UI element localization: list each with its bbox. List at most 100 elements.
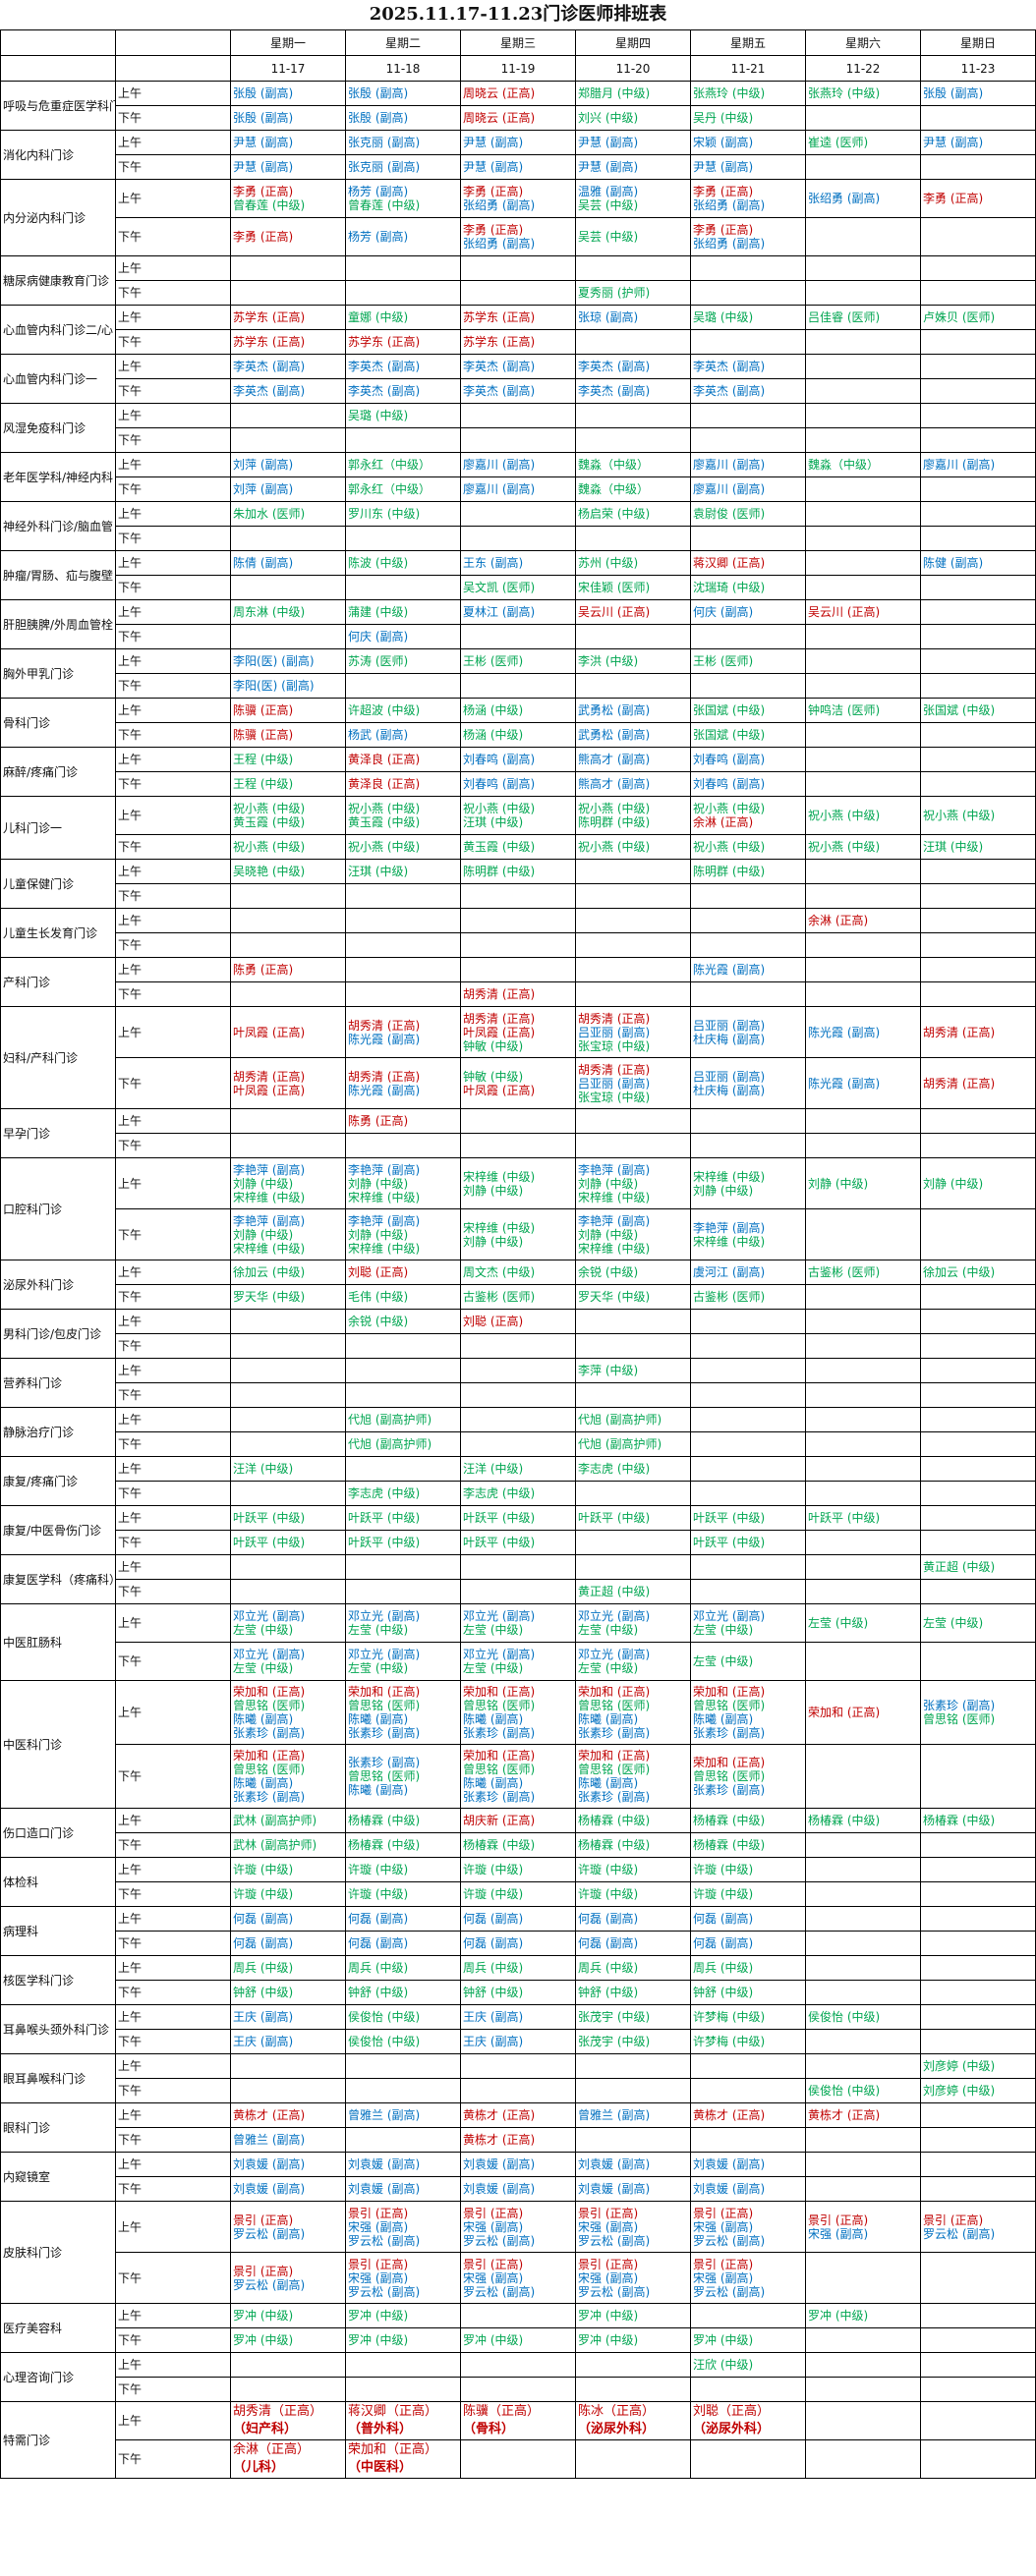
schedule-cell (230, 403, 346, 428)
schedule-cell (575, 859, 691, 884)
doctor-entry: 张素珍 (副高) (233, 1790, 306, 1804)
doctor-entry: 李英杰 (副高) (578, 360, 651, 373)
schedule-cell (690, 255, 806, 281)
department-name: 病理科 (0, 1906, 116, 1956)
schedule-cell (460, 1554, 576, 1580)
schedule-cell (345, 2352, 461, 2378)
department-name: 妇科/产科门诊 (0, 1006, 116, 1109)
doctor-entry: 刘静 (中级) (923, 1176, 984, 1191)
doctor-entry: 吴璐 (中级) (693, 310, 754, 324)
schedule-cell (345, 2053, 461, 2079)
schedule-cell (805, 1931, 921, 1956)
schedule-cell (230, 526, 346, 551)
schedule-cell: 李英杰 (副高) (575, 354, 691, 379)
schedule-cell: 张殷 (副高) (920, 81, 1036, 106)
afternoon-label: 下午 (115, 1133, 231, 1158)
schedule-cell (920, 1108, 1036, 1134)
schedule-cell (920, 1579, 1036, 1604)
schedule-cell (920, 2401, 1036, 2440)
schedule-cell (920, 2029, 1036, 2054)
schedule-cell: 罗冲 (中级) (690, 2327, 806, 2353)
department-name: 医疗美容科 (0, 2303, 116, 2353)
schedule-row: 下午 李志虎 (中级) 李志虎 (中级) (1, 1481, 1036, 1506)
morning-label: 上午 (115, 1906, 231, 1932)
schedule-cell (805, 771, 921, 797)
morning-label: 上午 (115, 1260, 231, 1285)
schedule-cell (920, 1358, 1036, 1383)
doctor-entry: 余淋 (正高) (808, 914, 869, 927)
doctor-entry: 王庆 (副高) (463, 2010, 524, 2024)
doctor-entry: 苏涛 (医师) (348, 654, 409, 668)
schedule-cell: 许璇 (中级) (230, 1881, 346, 1907)
schedule-cell: 景引 (正高) 宋强 (副高) 罗云松 (副高) (575, 2252, 691, 2304)
schedule-cell: 杨椿霖 (中级) (345, 1832, 461, 1858)
specialty-label: （泌尿外科） (578, 2422, 656, 2436)
doctor-entry: 刘静 (中级) (348, 1227, 409, 1242)
schedule-cell: 熊高才 (副高) (575, 747, 691, 772)
schedule-cell (575, 981, 691, 1007)
schedule-cell: 周兵 (中级) (230, 1955, 346, 1981)
doctor-entry: 宋梓维 (中级) (233, 1190, 306, 1204)
schedule-row: 伤口造口门诊 上午 武林 (副高护师) 杨椿霖 (中级) 胡庆新 (正高) 杨椿霖 (中级… (0, 1808, 1036, 1858)
schedule-cell (345, 526, 461, 551)
schedule-cell: 刘静 (中级) (920, 1157, 1036, 1209)
doctor-entry: 陈冰（正高） (578, 2404, 656, 2419)
schedule-cell: 吴文凯 (医师) (460, 575, 576, 600)
schedule-cell: 许璇 (中级) (460, 1881, 576, 1907)
doctor-entry: 刘彦婷 (中级) (923, 2084, 996, 2098)
schedule-cell (920, 1881, 1036, 1907)
schedule-cell (460, 280, 576, 306)
schedule-cell: 钟舒 (中级) (575, 1980, 691, 2005)
schedule-cell (805, 2053, 921, 2079)
doctor-entry: 尹慧 (副高) (923, 136, 984, 149)
schedule-cell: 祝小燕 (中级) (805, 834, 921, 860)
schedule-cell: 刘聪 (正高) (345, 1260, 461, 1285)
doctor-entry: 吴璐 (中级) (348, 409, 409, 422)
doctor-entry: 胡秀清 (正高) (233, 1069, 306, 1084)
doctor-entry: 陈曦 (副高) (463, 1712, 524, 1726)
schedule-cell (230, 427, 346, 453)
doctor-entry: 余锐 (中级) (348, 1315, 409, 1328)
schedule-cell: 许璇 (中级) (230, 1857, 346, 1882)
schedule-cell (805, 1744, 921, 1809)
schedule-cell (920, 1431, 1036, 1457)
schedule-cell: 尹慧 (副高) (230, 154, 346, 180)
afternoon-label: 下午 (115, 1530, 231, 1555)
afternoon-label: 下午 (115, 526, 231, 551)
doctor-entry: 吴云川 (正高) (578, 605, 651, 619)
schedule-cell: 宋梓维 (中级) 刘静 (中级) (460, 1157, 576, 1209)
doctor-entry: 胡秀清 (正高) (923, 1076, 996, 1091)
doctor-entry: 杨椿霖 (中级) (578, 1838, 651, 1852)
doctor-entry: 陈光霞 (副高) (808, 1076, 881, 1091)
schedule-cell: 周兵 (中级) (690, 1955, 806, 1981)
doctor-entry: 黄正超 (中级) (578, 1585, 651, 1598)
schedule-row: 下午 钟舒 (中级) 钟舒 (中级) 钟舒 (中级) 钟舒 (中级) 钟舒 (中级) (1, 1980, 1036, 2005)
schedule-cell (690, 1309, 806, 1334)
schedule-cell: 邓立光 (副高) 左莹 (中级) (345, 1603, 461, 1643)
afternoon-label: 下午 (115, 2439, 231, 2479)
schedule-cell (920, 1208, 1036, 1260)
schedule-cell: 张国斌 (中级) (690, 722, 806, 748)
schedule-cell (690, 673, 806, 699)
afternoon-label: 下午 (115, 2176, 231, 2202)
department-name: 儿科门诊一 (0, 796, 116, 860)
schedule-cell (230, 1407, 346, 1432)
schedule-cell: 虞河江 (副高) (690, 1260, 806, 1285)
schedule-cell: 李艳萍 (副高) 刘静 (中级) 宋梓维 (中级) (230, 1208, 346, 1260)
morning-label: 上午 (115, 1456, 231, 1482)
schedule-cell (805, 255, 921, 281)
schedule-cell: 李艳萍 (副高) 宋梓维 (中级) (690, 1208, 806, 1260)
schedule-row: 下午 夏秀丽 (护师) (1, 280, 1036, 306)
doctor-entry: 钟舒 (中级) (578, 1986, 639, 1999)
doctor-entry: 祝小燕 (中级) (348, 840, 421, 854)
doctor-entry: 代旭 (副高护师) (348, 1413, 432, 1427)
schedule-row: 下午 何磊 (副高) 何磊 (副高) 何磊 (副高) 何磊 (副高) 何磊 (副高) (1, 1931, 1036, 1956)
page-title: 2025.11.17-11.23门诊医师排班表 (369, 4, 667, 25)
schedule-row: 下午 刘袁媛 (副高) 刘袁媛 (副高) 刘袁媛 (副高) 刘袁媛 (副高) 刘袁媛 (副… (1, 2176, 1036, 2202)
schedule-row: 下午 李勇 (正高) 杨芳 (副高) 李勇 (正高) 张绍勇 (副高) 吴芸 (中级) 李勇… (1, 217, 1036, 256)
schedule-cell: 黄栋才 (正高) (230, 2102, 346, 2128)
schedule-cell: 何磊 (副高) (345, 1931, 461, 1956)
doctor-entry: 温雅 (副高) (578, 185, 639, 198)
doctor-entry: 曾思铭 (医师) (348, 1769, 421, 1783)
doctor-entry: 刘春鸣 (副高) (693, 777, 766, 791)
